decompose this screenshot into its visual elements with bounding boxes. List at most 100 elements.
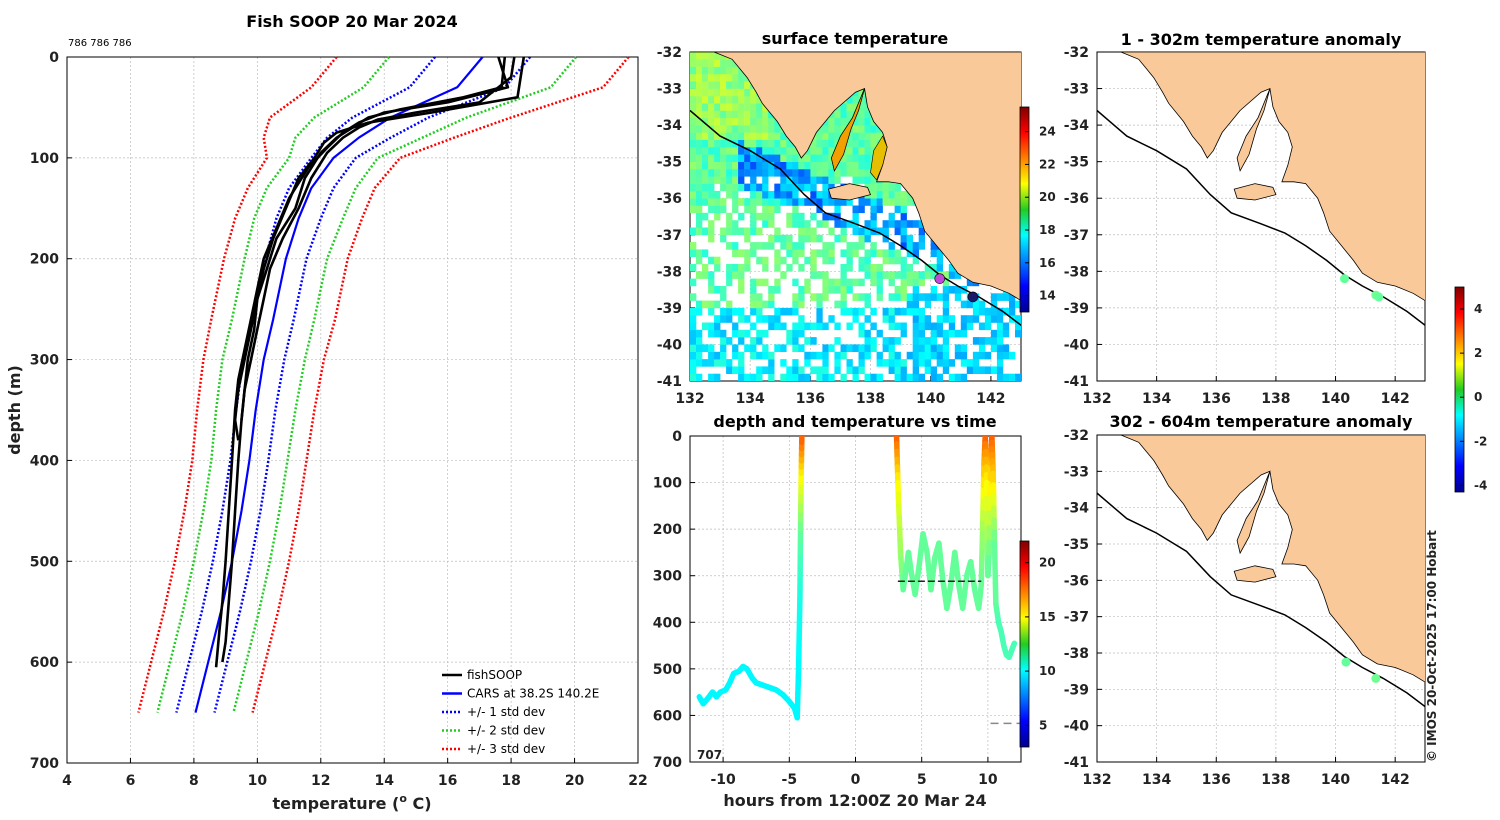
sst-cell bbox=[1002, 344, 1010, 352]
sst-cell bbox=[786, 183, 793, 192]
sst-cell bbox=[744, 344, 751, 352]
depth-time-colorbar-scale bbox=[1019, 540, 1030, 748]
sst-cell bbox=[732, 264, 739, 272]
sst-cell bbox=[768, 198, 775, 206]
sst-cell bbox=[768, 139, 775, 148]
sst-cell bbox=[888, 351, 895, 360]
sst-cell bbox=[708, 373, 715, 381]
coastline-mainland bbox=[1097, 435, 1425, 683]
sst-cell bbox=[810, 337, 817, 345]
sst-cell bbox=[708, 132, 715, 140]
coastline-kangaroo-island bbox=[827, 183, 872, 201]
sst-cell bbox=[936, 256, 943, 265]
sst-cell bbox=[780, 271, 787, 279]
profile-series bbox=[137, 56, 630, 713]
sst-cell bbox=[738, 95, 745, 104]
sst-field bbox=[690, 52, 1027, 381]
y-tick-label: -35 bbox=[1064, 537, 1089, 553]
sst-cell bbox=[828, 125, 835, 133]
sst-cell bbox=[816, 366, 823, 374]
sst-cell bbox=[990, 307, 998, 316]
sst-cell bbox=[714, 351, 721, 360]
sst-cell bbox=[900, 329, 907, 338]
y-tick-label: -32 bbox=[1064, 428, 1089, 444]
sst-cell bbox=[750, 322, 757, 331]
sst-cell bbox=[1009, 373, 1016, 381]
sst-cell bbox=[792, 300, 799, 309]
legend-label-1: fishSOOP bbox=[467, 668, 522, 682]
sst-cell bbox=[894, 351, 901, 360]
sst-cell bbox=[696, 359, 703, 367]
sst-cell bbox=[864, 300, 871, 309]
sst-cell bbox=[840, 249, 847, 257]
sst-cell bbox=[738, 139, 745, 148]
sst-cell bbox=[810, 366, 817, 374]
sst-cell bbox=[876, 293, 883, 301]
sst-cell bbox=[834, 125, 841, 133]
sst-cell bbox=[726, 359, 733, 367]
cars-sd1-lower-line bbox=[175, 56, 436, 713]
sst-cell bbox=[888, 256, 895, 265]
x-tick-label: 138 bbox=[1261, 772, 1290, 788]
sst-cell bbox=[924, 293, 931, 301]
sst-cell bbox=[720, 169, 727, 177]
sst-cell bbox=[858, 88, 865, 97]
x-tick-label: 134 bbox=[1142, 772, 1171, 788]
sst-cell bbox=[696, 59, 703, 67]
sst-cell bbox=[870, 344, 877, 352]
sst-cell bbox=[690, 88, 697, 97]
sst-cell bbox=[906, 234, 913, 243]
y-tick-label: 0 bbox=[672, 429, 682, 445]
sst-cell bbox=[690, 125, 697, 133]
sst-cell bbox=[732, 73, 739, 82]
sst-cell bbox=[924, 315, 931, 323]
sst-cell bbox=[846, 110, 853, 119]
x-tick-label: -10 bbox=[710, 772, 736, 788]
sst-cell bbox=[732, 110, 739, 119]
sst-cell bbox=[738, 103, 745, 111]
sst-cell bbox=[690, 66, 697, 75]
sst-cell bbox=[978, 322, 986, 331]
sst-cell bbox=[696, 147, 703, 155]
sst-cell bbox=[912, 359, 919, 367]
sst-cell bbox=[834, 198, 841, 206]
sst-cell bbox=[858, 169, 865, 177]
sst-cell bbox=[726, 66, 733, 75]
sst-cell bbox=[786, 212, 793, 221]
sst-cell bbox=[954, 373, 962, 381]
sst-cell bbox=[870, 220, 877, 228]
sst-cell bbox=[750, 220, 757, 228]
sst-cell bbox=[954, 286, 962, 294]
sst-cell bbox=[960, 344, 968, 352]
sst-cell bbox=[828, 198, 835, 206]
sst-cell bbox=[966, 322, 974, 331]
sst-cell bbox=[708, 190, 715, 199]
sst-cell bbox=[768, 242, 775, 250]
sst-cell bbox=[792, 256, 799, 265]
sst-cell bbox=[912, 329, 919, 338]
sst-cell bbox=[846, 242, 853, 250]
profile-xlabel: temperature (o C) bbox=[272, 792, 431, 813]
sst-cell bbox=[852, 125, 859, 133]
sst-cell bbox=[864, 256, 871, 265]
sst-cell bbox=[936, 249, 943, 257]
sst-cell bbox=[726, 271, 733, 279]
sst-cell bbox=[744, 139, 751, 148]
sst-cell bbox=[1021, 337, 1027, 345]
sst-cell bbox=[816, 322, 823, 331]
sst-cell bbox=[816, 147, 823, 155]
sst-cell bbox=[864, 147, 871, 155]
sst-cell bbox=[774, 198, 781, 206]
sst-cell bbox=[870, 176, 877, 184]
sst-cell bbox=[774, 169, 781, 177]
profile-title: Fish SOOP 20 Mar 2024 bbox=[246, 12, 457, 31]
sst-cell bbox=[894, 373, 901, 381]
sst-cell bbox=[702, 271, 709, 279]
sst-cell bbox=[894, 227, 901, 236]
sst-cell bbox=[996, 344, 1004, 352]
sst-cell bbox=[786, 169, 793, 177]
sst-cell bbox=[906, 351, 913, 360]
sst-cell bbox=[846, 139, 853, 148]
sst-cell bbox=[810, 227, 817, 236]
sst-cell bbox=[846, 307, 853, 316]
